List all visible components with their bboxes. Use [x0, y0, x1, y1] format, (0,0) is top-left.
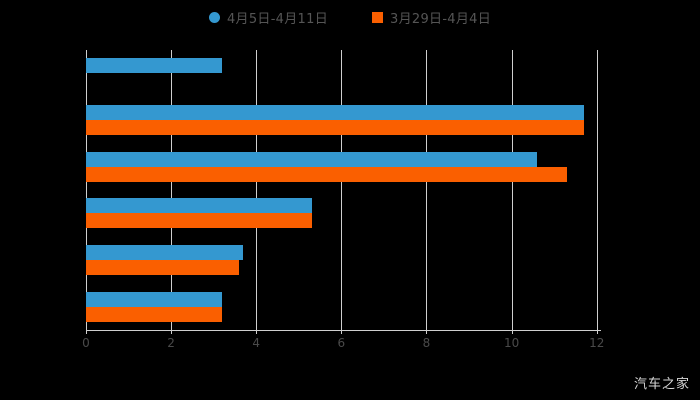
x-axis-line: [86, 330, 601, 331]
bar-series1[interactable]: [86, 291, 223, 307]
x-axis-tick-label: 6: [337, 336, 346, 350]
bar-group: 法国: [86, 58, 601, 88]
square-icon: [372, 12, 383, 23]
circle-icon: [208, 12, 220, 23]
x-axis-tick-mark: [86, 330, 87, 334]
x-gridline: [596, 50, 598, 330]
x-axis-tick-mark: [341, 330, 343, 334]
legend-item[interactable]: 4月5日-4月11日: [208, 8, 328, 27]
bar-series2[interactable]: [86, 120, 584, 135]
x-gridline: [256, 50, 258, 330]
x-axis-tick-label: 10: [503, 336, 520, 350]
bar-series1[interactable]: [86, 105, 584, 120]
x-gridline: [426, 50, 428, 330]
x-gridline: [511, 50, 513, 330]
legend-item[interactable]: 3月29日-4月4日: [372, 8, 491, 27]
x-axis-tick-mark: [256, 330, 258, 334]
x-axis-tick-label: 8: [422, 336, 431, 350]
bar-group: 其他: [86, 105, 601, 135]
bar-series2[interactable]: [86, 213, 312, 229]
bar-group: 日本: [86, 198, 601, 229]
x-axis-tick-mark: [171, 330, 173, 334]
x-gridline: [171, 50, 173, 330]
x-axis-tick-label: 12: [589, 336, 605, 350]
bar-series1[interactable]: [86, 245, 244, 260]
bar-series1[interactable]: [86, 151, 538, 167]
legend-item-label: 4月5日-4月11日: [226, 12, 328, 27]
y-axis-line: [86, 50, 87, 330]
bar-series2[interactable]: [86, 166, 567, 182]
x-axis-tick-mark: [511, 330, 513, 334]
x-axis-tick-label: 2: [167, 336, 175, 350]
x-axis-tick-label: 0: [82, 336, 90, 350]
x-axis-tick-mark: [426, 330, 428, 334]
x-gridline: [341, 50, 343, 330]
bar-series1[interactable]: [86, 58, 223, 74]
plot-area: 0 2 4 6 8 10 12 法国其他德国日本中国美国: [82, 50, 604, 350]
bar-series2[interactable]: [86, 260, 240, 275]
x-axis-tick-mark: [596, 330, 598, 334]
bar-series2[interactable]: [86, 306, 223, 322]
x-axis-tick-label: 4: [252, 336, 261, 350]
bar-series1[interactable]: [86, 198, 312, 214]
legend-item-label: 3月29日-4月4日: [390, 12, 492, 27]
bar-group: 美国: [86, 291, 601, 322]
bar-group: 中国: [86, 245, 601, 275]
chart-legend: 4月5日-4月11日 3月29日-4月4日: [0, 8, 700, 27]
watermark-label: 汽车之家: [633, 377, 690, 392]
bar-group: 德国: [86, 151, 601, 182]
